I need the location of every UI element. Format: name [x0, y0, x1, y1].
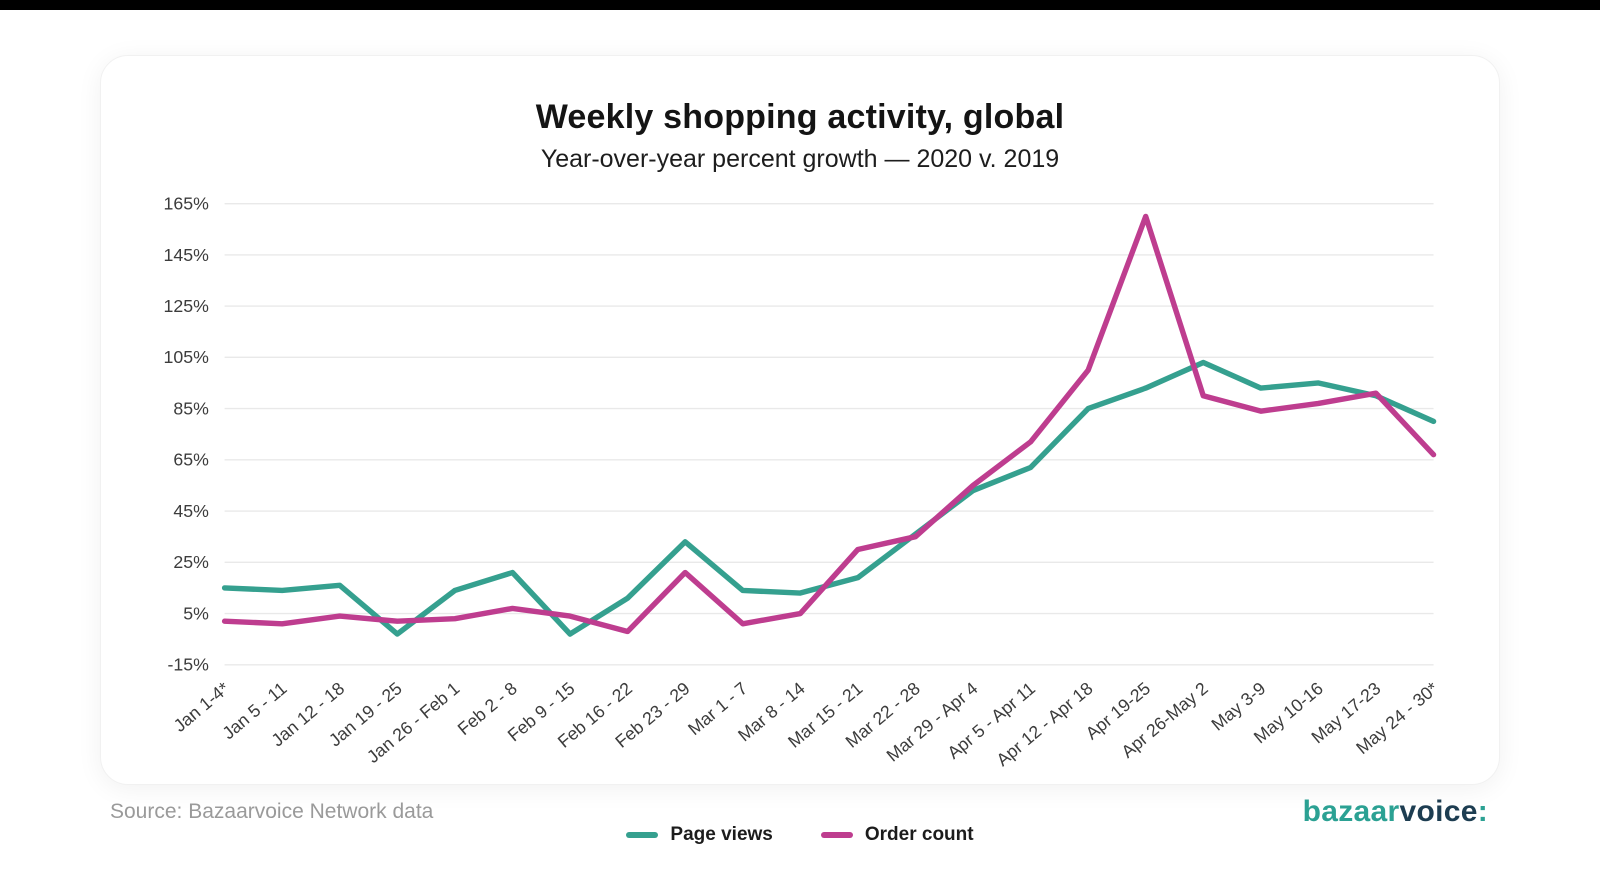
bazaarvoice-logo: bazaarvoice:: [1303, 795, 1488, 829]
chart-legend: Page views Order count: [131, 824, 1469, 846]
line-chart: -15%5%25%45%65%85%105%125%145%165%Jan 1-…: [164, 194, 1443, 770]
y-tick-label: 85%: [173, 398, 209, 418]
logo-voice: voice: [1399, 795, 1478, 828]
logo-colon: :: [1477, 795, 1488, 828]
page-views-swatch: [626, 832, 659, 839]
series-line-page-views: [221, 359, 1437, 637]
y-tick-label: 25%: [173, 552, 209, 572]
top-black-bar: [0, 0, 1600, 10]
y-tick-label: 65%: [173, 450, 209, 470]
y-tick-label: 105%: [164, 347, 210, 367]
x-tick-label: Apr 12 - Apr 18: [992, 678, 1096, 770]
legend-item-page-views: Page views: [626, 824, 773, 846]
series-line-order-count: [221, 213, 1437, 635]
source-text: Source: Bazaarvoice Network data: [110, 800, 434, 823]
logo-bazaar: bazaar: [1302, 795, 1400, 828]
chart-title: Weekly shopping activity, global: [535, 98, 1065, 136]
y-tick-label: 5%: [183, 603, 209, 623]
y-tick-label: 125%: [164, 296, 210, 316]
page-footer: Source: Bazaarvoice Network data bazaarv…: [0, 795, 1600, 829]
chart-area: -15% 5% 25% 45% 65% 85% 105% 125% 145% 165% Jan 1-…: [131, 180, 1471, 822]
chart-card: Weekly shopping activity, global Year-ov…: [100, 55, 1500, 845]
legend-label-order-count: Order count: [864, 824, 974, 846]
y-tick-label: 145%: [164, 245, 210, 265]
legend-label-page-views: Page views: [670, 824, 773, 846]
y-tick-label: 165%: [164, 194, 210, 214]
order-count-swatch: [820, 832, 853, 839]
y-tick-label: -15%: [167, 655, 209, 675]
y-tick-label: 45%: [173, 501, 209, 521]
legend-item-order-count: Order count: [820, 824, 974, 846]
chart-subtitle: Year-over-year percent growth — 2020 v. …: [540, 145, 1060, 173]
